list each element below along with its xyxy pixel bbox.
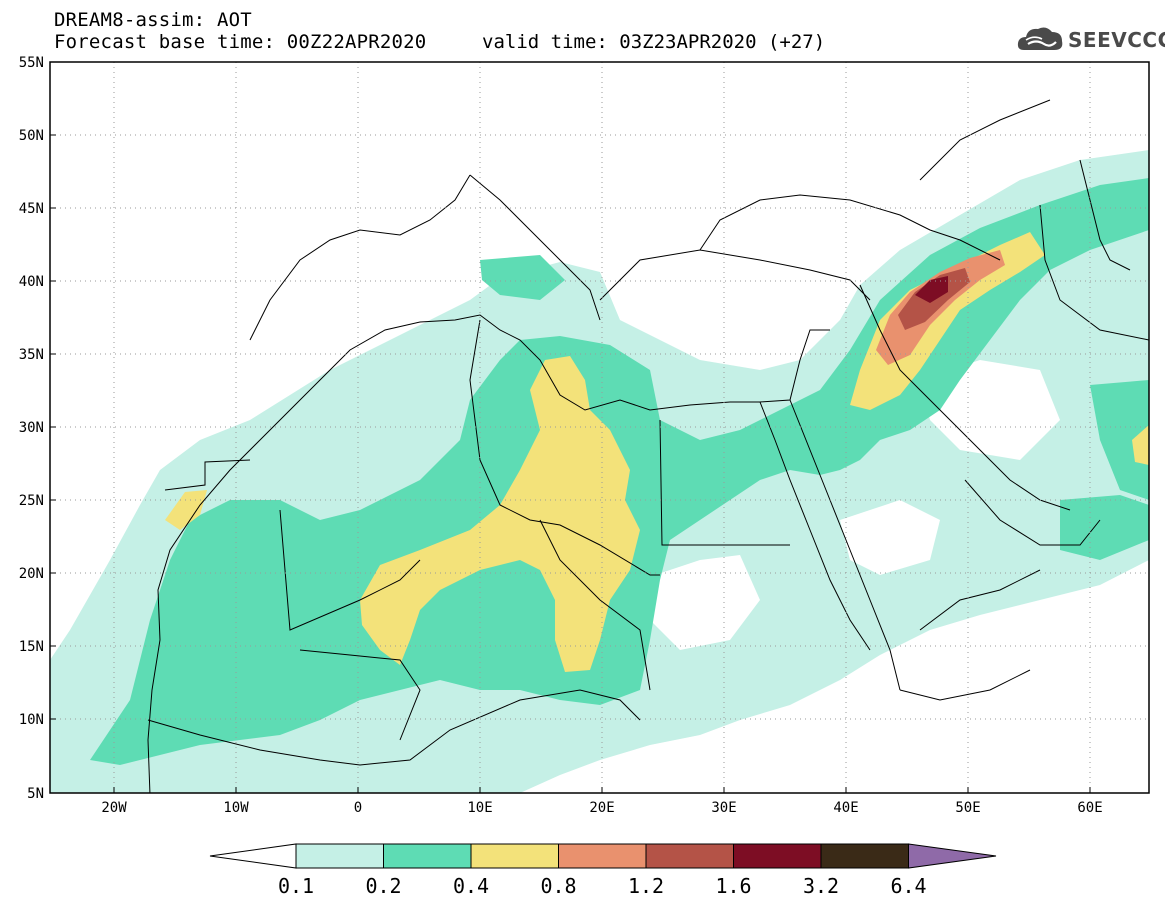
lat-label: 5N — [27, 786, 44, 802]
lat-label: 15N — [19, 639, 44, 655]
colorbar-swatch-0 — [295, 843, 384, 869]
lon-label: 10E — [467, 800, 492, 816]
lon-label: 40E — [833, 800, 858, 816]
aot-contours — [50, 150, 1149, 793]
lat-label: 40N — [19, 274, 44, 290]
lat-label: 30N — [19, 420, 44, 436]
colorbar-over-arrow — [908, 843, 997, 869]
colorbar-label: 0.8 — [540, 874, 577, 898]
colorbar-label: 3.2 — [802, 874, 840, 898]
colorbar-swatch-2 — [470, 843, 559, 869]
longitude-labels: 20W 10W 0 10E 20E 30E 40E 50E 60E — [101, 800, 1102, 816]
map-title: DREAM8-assim: AOT — [54, 9, 252, 31]
lat-label: 45N — [19, 201, 44, 217]
colorbar-swatch-4 — [645, 843, 734, 869]
lat-label: 55N — [19, 55, 44, 71]
lat-label: 10N — [19, 712, 44, 728]
colorbar-swatch-1 — [383, 843, 472, 869]
colorbar-swatch-5 — [733, 843, 822, 869]
colorbar-label: 0.1 — [277, 874, 315, 898]
lat-label: 50N — [19, 128, 44, 144]
lon-label: 20E — [589, 800, 614, 816]
forecast-base-time: Forecast base time: 00Z22APR2020 — [54, 31, 427, 53]
colorbar-swatch-3 — [558, 843, 647, 869]
colorbar-label: 0.4 — [452, 874, 490, 898]
colorbar-label: 0.2 — [365, 874, 402, 898]
latitude-labels: 55N 50N 45N 40N 35N 30N 25N 20N 15N 10N … — [19, 55, 44, 802]
lon-label: 20W — [101, 800, 127, 816]
logo-text: SEEVCCC — [1068, 28, 1165, 52]
lon-label: 0 — [354, 800, 362, 816]
lon-label: 60E — [1077, 800, 1102, 816]
lon-label: 30E — [711, 800, 736, 816]
map-grid — [50, 62, 1149, 793]
lat-label: 35N — [19, 347, 44, 363]
colorbar-label: 1.2 — [627, 874, 665, 898]
colorbar — [209, 843, 997, 869]
valid-time: valid time: 03Z23APR2020 (+27) — [482, 31, 826, 53]
colorbar-label: 6.4 — [890, 874, 927, 898]
colorbar-swatch-6 — [820, 843, 909, 869]
colorbar-under-arrow — [209, 843, 297, 869]
lat-label: 25N — [19, 493, 44, 509]
lat-label: 20N — [19, 566, 44, 582]
colorbar-label: 1.6 — [715, 874, 752, 898]
cloud-icon — [1017, 27, 1063, 50]
lon-label: 50E — [955, 800, 980, 816]
axis-ticks — [50, 61, 1091, 794]
coastlines-borders — [147, 99, 1149, 793]
seevccc-logo: SEEVCCC — [1016, 22, 1165, 60]
lon-label: 10W — [223, 800, 249, 816]
